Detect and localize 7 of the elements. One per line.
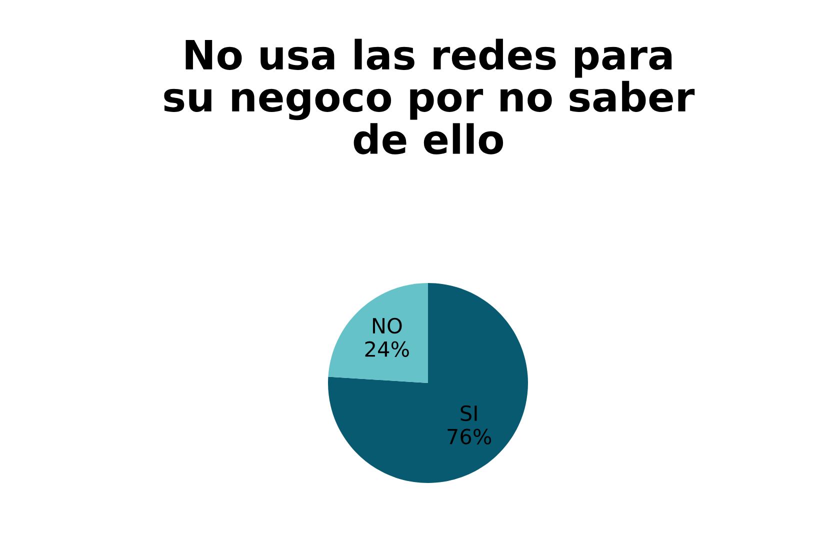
data-label: 76% — [448, 428, 492, 444]
slice-label: SI — [460, 405, 477, 422]
chart-title: No usa las redes para su negoco por no saber de ello — [164, 38, 695, 154]
data-label: 24% — [365, 341, 409, 357]
slice-label: NO — [372, 318, 402, 334]
pie-slice — [328, 283, 428, 383]
pie-slice — [328, 283, 528, 483]
